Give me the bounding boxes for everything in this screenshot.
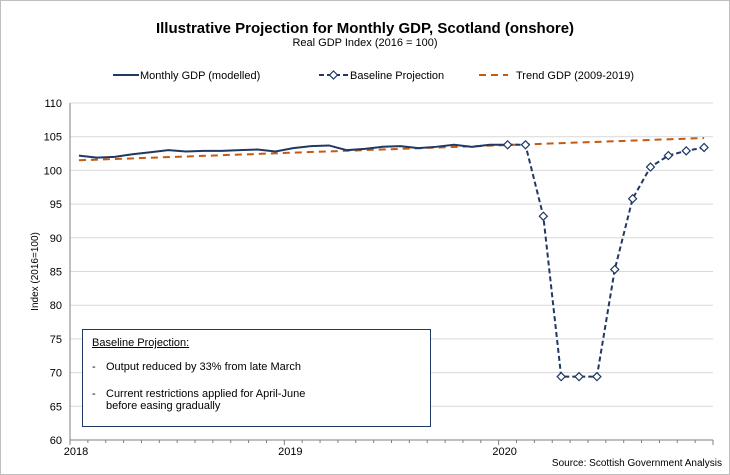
y-tick-label: 110 (44, 98, 62, 110)
trend-gdp-line (78, 137, 705, 162)
chart-subtitle: Real GDP Index (2016 = 100) (292, 37, 438, 49)
source-note: Source: Scottish Government Analysis (551, 458, 722, 469)
plot-area (78, 137, 709, 382)
chart-title: Illustrative Projection for Monthly GDP,… (155, 20, 575, 37)
baseline-projection-point (574, 371, 584, 382)
baseline-projection-point (663, 150, 674, 161)
legend: Monthly GDP (modelled) Baseline Projectio… (113, 70, 634, 82)
baseline-projection-point (645, 162, 656, 172)
legend-marker-baseline-projection (328, 70, 339, 80)
annotation-item-text: Output reduced by 33% from late March (106, 361, 302, 373)
y-tick-label: 100 (44, 165, 62, 177)
annotation-item: - Current restrictions applied for April-… (92, 388, 306, 412)
annotation-item: - Output reduced by 33% from late March (92, 361, 302, 373)
baseline-projection-point (699, 142, 709, 153)
baseline-projection-line (507, 143, 705, 378)
baseline-projection-point (538, 211, 549, 222)
y-tick-label: 60 (50, 435, 62, 447)
y-tick-label: 90 (50, 233, 62, 245)
monthly-gdp-line (78, 143, 508, 159)
y-tick-label: 70 (50, 368, 62, 380)
baseline-projection-point (556, 371, 567, 382)
baseline-projection-point (520, 139, 531, 150)
annotation-box: Baseline Projection: - Output reduced by … (82, 329, 431, 427)
baseline-projection-point (592, 371, 602, 382)
x-tick-label: 2018 (64, 446, 88, 458)
y-tick-label: 105 (44, 132, 62, 144)
annotation-item-text: Current restrictions applied for April-J… (106, 388, 306, 412)
annotation-title: Baseline Projection: (92, 337, 190, 349)
baseline-projection-point (609, 264, 620, 275)
x-tick-label: 2020 (492, 446, 516, 458)
y-tick-label: 75 (50, 334, 62, 346)
y-tick-label: 80 (50, 300, 62, 312)
legend-label-baseline-projection: Baseline Projection (350, 70, 444, 82)
legend-label-trend-gdp: Trend GDP (2009-2019) (516, 70, 634, 82)
x-tick-label: 2019 (278, 446, 302, 458)
legend-label-monthly-gdp: Monthly GDP (modelled) (140, 70, 260, 82)
baseline-projection-point (502, 139, 513, 150)
y-tick-label: 95 (50, 199, 62, 211)
y-axis-label: Index (2016=100) (30, 232, 41, 311)
baseline-projection-point (627, 193, 638, 204)
y-tick-label: 85 (50, 267, 62, 279)
baseline-projection-point (681, 146, 692, 156)
y-tick-label: 65 (50, 401, 62, 413)
axes: 60 65 70 75 80 85 90 95 100 105 110 2018 2019 2020 Ind… (30, 98, 714, 458)
